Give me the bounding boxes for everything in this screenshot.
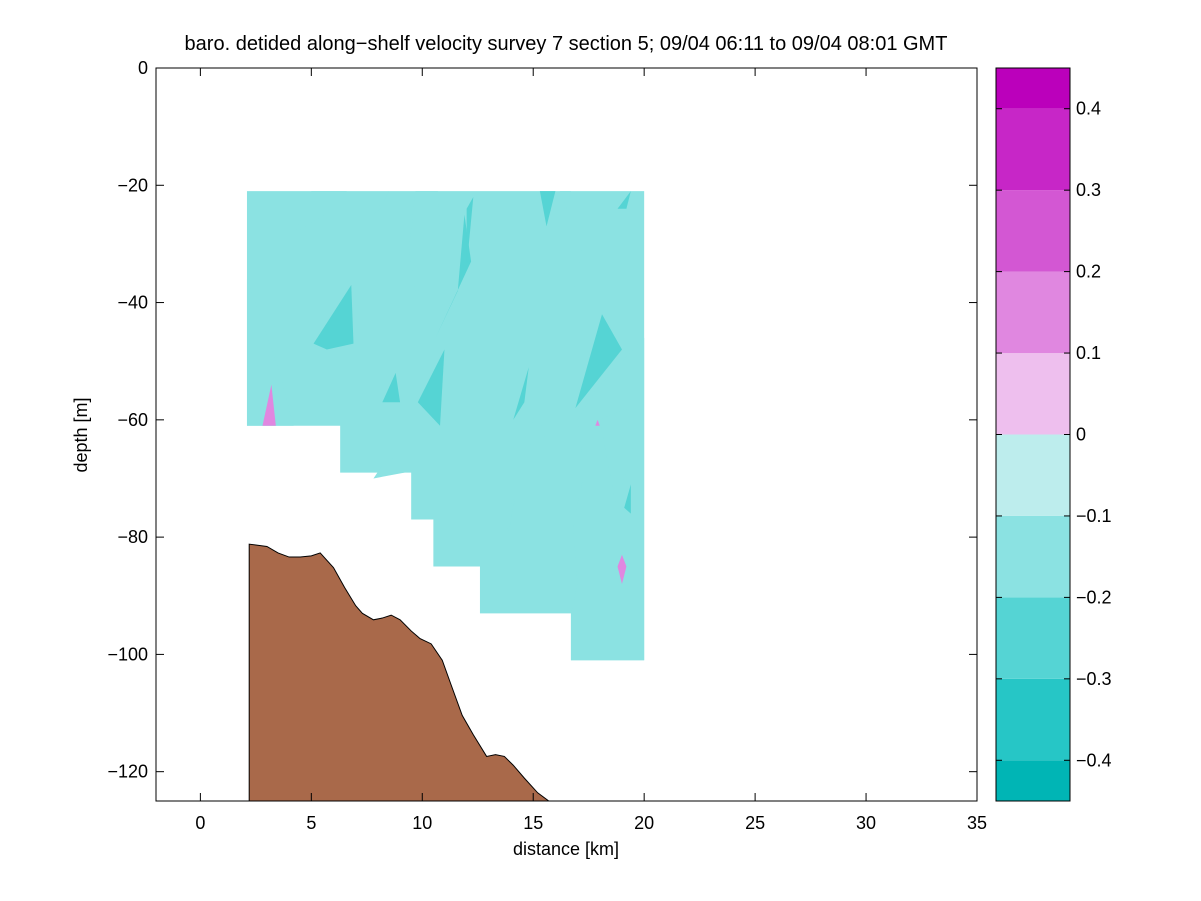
colorbar-segment [996,271,1070,354]
contour-patches [246,191,645,661]
y-tick-label: 0 [138,58,148,78]
chart-title: baro. detided along−shelf velocity surve… [185,33,948,55]
contour-patch [466,273,507,309]
y-tick-label: −60 [117,410,148,430]
colorbar-segment [996,434,1070,516]
contour-patch [373,191,389,215]
y-tick-label: −40 [117,293,148,313]
x-tick-label: 5 [306,813,316,833]
contour-patch [502,496,516,532]
colorbar-tick-label: 0 [1076,425,1086,445]
colorbar-segment [996,597,1070,679]
contour-patch [466,197,474,268]
contour-patch [617,554,627,585]
colorbar-segment [996,68,1070,109]
plot-frame [155,67,978,802]
contour-patch [624,484,631,514]
contour-patch [599,408,634,502]
colorbar-tick-label: −0.2 [1076,587,1112,607]
colorbar-tick-label: −0.3 [1076,669,1112,689]
y-tick-label: −80 [117,527,148,547]
contour-patch [539,191,556,227]
y-tick-label: −20 [117,175,148,195]
colorbar: −0.4 −0.3 −0.2 −0.1 0 0.1 0.2 0.3 0.4 [995,67,1112,802]
colorbar-tick-label: −0.1 [1076,506,1112,526]
contour-patch [262,384,276,426]
contour-patch [295,191,347,233]
colorbar-segment [996,678,1070,761]
y-tick-label: −100 [107,644,148,664]
contour-patch [246,279,294,426]
contour-patch [408,191,441,291]
contour-patch [435,214,472,338]
colorbar-tick-label: 0.4 [1076,99,1101,119]
colorbar-tick-label: −0.4 [1076,750,1112,770]
colorbar-segment [996,353,1070,435]
x-tick-label: 0 [195,813,205,833]
axis-ticks: 0 5 10 15 20 25 30 35 0 −20 −40 −60 −80 −100 −120 [107,58,987,833]
contour-patch [566,249,583,291]
x-tick-label: 30 [856,813,876,833]
y-tick-label: −120 [107,762,148,782]
colorbar-segment [996,190,1070,272]
contour-patch [313,284,354,350]
x-axis-label: distance [km] [513,839,619,859]
contour-patch [575,314,622,409]
colorbar-tick-label: 0.1 [1076,343,1101,363]
contour-patch [559,191,571,209]
contour-patch [373,455,405,479]
contour-patch [617,191,631,209]
x-tick-label: 15 [523,813,543,833]
x-tick-label: 10 [412,813,432,833]
x-tick-label: 25 [745,813,765,833]
colorbar-segment [996,108,1070,191]
colorbar-segment [996,760,1070,801]
colorbar-tick-label: 0.2 [1076,262,1101,282]
contour-patch [382,372,401,403]
y-axis-label: depth [m] [71,397,91,472]
colorbar-segment [996,515,1070,598]
bathymetry [248,543,550,801]
plot-area: 0 5 10 15 20 25 30 35 0 −20 −40 −60 −80 −100 −120 [107,58,987,833]
contour-patch [522,408,545,450]
colorbar-tick-label: 0.3 [1076,180,1101,200]
x-tick-label: 35 [967,813,987,833]
contour-patch [417,349,445,426]
seafloor [248,543,550,801]
contour-patch [595,419,600,426]
contour-patch [513,367,529,420]
x-tick-label: 20 [634,813,654,833]
